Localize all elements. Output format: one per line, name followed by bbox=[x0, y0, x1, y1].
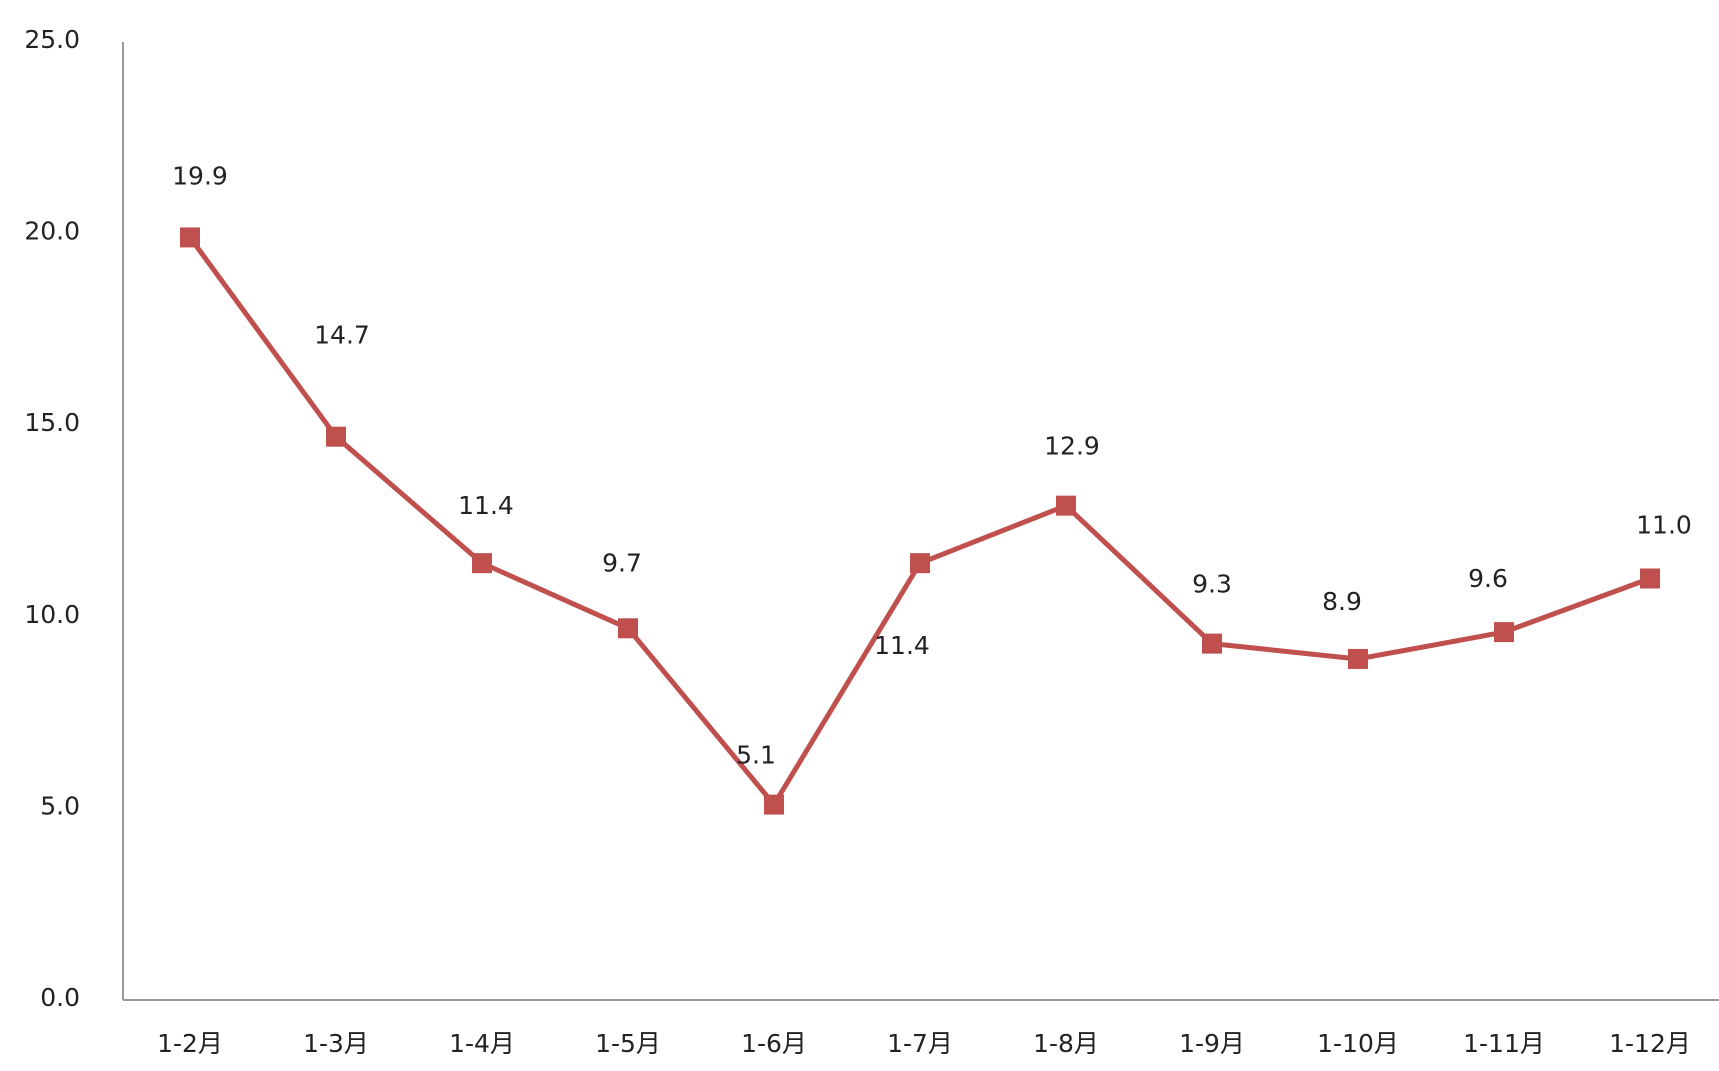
marker bbox=[472, 553, 492, 574]
data-label: 8.9 bbox=[1322, 587, 1362, 616]
marker bbox=[1202, 633, 1222, 654]
marker bbox=[764, 794, 784, 815]
y-tick-label: 10.0 bbox=[24, 600, 80, 629]
data-label: 11.4 bbox=[458, 491, 514, 520]
data-label: 14.7 bbox=[314, 321, 370, 350]
data-label: 12.9 bbox=[1044, 432, 1100, 461]
x-tick-label: 1-11月 bbox=[1463, 1029, 1545, 1058]
x-tick-label: 1-6月 bbox=[741, 1029, 807, 1058]
data-label: 9.7 bbox=[602, 548, 642, 577]
marker bbox=[1494, 622, 1514, 643]
marker bbox=[1056, 495, 1076, 516]
data-label: 9.3 bbox=[1192, 570, 1232, 599]
data-label: 19.9 bbox=[172, 161, 228, 190]
x-tick-label: 1-9月 bbox=[1179, 1029, 1245, 1058]
marker bbox=[910, 553, 930, 574]
data-line bbox=[187, 235, 1651, 808]
x-tick-label: 1-2月 bbox=[157, 1029, 223, 1058]
x-tick-label: 1-5月 bbox=[595, 1029, 661, 1058]
x-tick-label: 1-8月 bbox=[1033, 1029, 1099, 1058]
y-tick-label: 25.0 bbox=[24, 25, 80, 54]
y-tick-label: 0.0 bbox=[40, 983, 80, 1012]
y-tick-label: 20.0 bbox=[24, 217, 80, 246]
x-tick-label: 1-3月 bbox=[303, 1029, 369, 1058]
x-tick-label: 1-7月 bbox=[887, 1029, 953, 1058]
data-label: 11.0 bbox=[1636, 510, 1692, 539]
x-tick-label: 1-12月 bbox=[1609, 1029, 1691, 1058]
x-tick-label: 1-4月 bbox=[449, 1029, 515, 1058]
marker bbox=[1640, 568, 1660, 589]
data-label: 11.4 bbox=[874, 631, 930, 660]
data-label: 5.1 bbox=[736, 741, 776, 770]
marker bbox=[1348, 648, 1368, 669]
marker bbox=[326, 426, 346, 447]
marker bbox=[618, 618, 638, 639]
y-tick-label: 15.0 bbox=[24, 408, 80, 437]
data-label: 9.6 bbox=[1468, 564, 1508, 593]
marker bbox=[180, 227, 200, 248]
x-tick-label: 1-10月 bbox=[1317, 1029, 1399, 1058]
y-tick-label: 5.0 bbox=[40, 791, 80, 820]
